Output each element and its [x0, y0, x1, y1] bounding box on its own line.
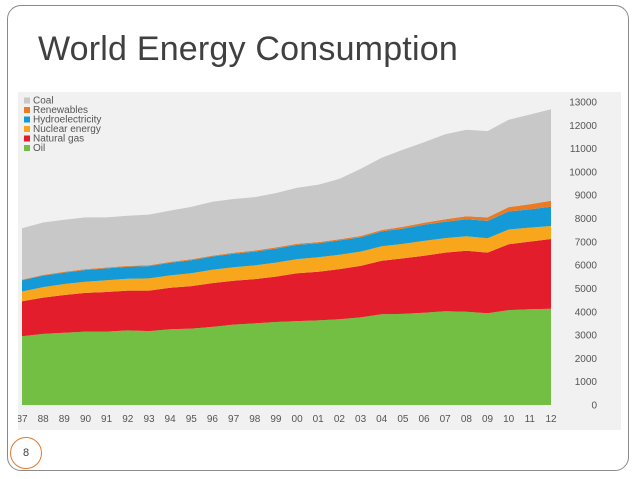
x-tick-label: 07: [440, 414, 452, 425]
x-tick-label: 97: [228, 414, 240, 425]
x-tick-label: 98: [249, 414, 261, 425]
legend-label-oil: Oil: [33, 143, 45, 154]
y-tick-label: 10000: [569, 167, 597, 178]
area-nuclear-energy: [22, 226, 551, 302]
x-tick-label: 00: [292, 414, 304, 425]
chart-panel: 0 1000 2000 3000 4000 5000 6000 7000 8000 9000 100…: [18, 92, 621, 430]
y-tick-label: 5000: [575, 284, 598, 295]
y-tick-label: 13000: [569, 98, 597, 109]
legend-label-coal: Coal: [33, 96, 54, 107]
legend-swatch-oil: [24, 145, 30, 151]
x-tick-label: 89: [59, 414, 71, 425]
y-tick-label: 2000: [575, 354, 598, 365]
area-natural-gas: [22, 239, 551, 337]
area-coal: [22, 109, 551, 280]
x-tick-label: 11: [525, 414, 536, 425]
slide-number: 8: [10, 437, 42, 469]
x-tick-label: 96: [207, 414, 219, 425]
slide-title: World Energy Consumption: [38, 30, 458, 68]
x-tick-label: 12: [545, 414, 557, 425]
x-tick-label: 92: [122, 414, 134, 425]
legend-label-nuclear-energy: Nuclear energy: [33, 124, 101, 135]
x-tick-label: 02: [334, 414, 346, 425]
x-tick-label: 06: [418, 414, 430, 425]
x-tick-label: 87: [18, 414, 28, 425]
y-tick-label: 4000: [575, 307, 598, 318]
x-tick-label: 91: [101, 414, 113, 425]
x-tick-label: 95: [186, 414, 198, 425]
area-oil: [22, 308, 551, 405]
legend-label-renewables: Renewables: [33, 105, 88, 116]
x-tick-label: 99: [270, 414, 282, 425]
y-tick-label: 3000: [575, 331, 598, 342]
legend-swatch-hydroelectricity: [24, 116, 30, 123]
y-tick-label: 7000: [575, 237, 598, 248]
x-tick-label: 03: [355, 414, 367, 425]
x-tick-label: 93: [143, 414, 155, 425]
legend-swatch-renewables: [24, 107, 30, 113]
y-tick-label: 8000: [575, 214, 598, 225]
x-tick-label: 01: [313, 414, 325, 425]
legend-swatch-nuclear-energy: [24, 126, 30, 132]
y-tick-label: 1000: [575, 377, 598, 388]
y-tick-label: 9000: [575, 191, 598, 202]
x-tick-label: 10: [503, 414, 515, 425]
legend-swatch-coal: [24, 97, 30, 104]
y-tick-label: 0: [591, 401, 597, 412]
x-tick-label: 04: [376, 414, 388, 425]
y-tick-label: 11000: [570, 144, 598, 155]
x-tick-label: 09: [482, 414, 494, 425]
x-tick-label: 94: [165, 414, 177, 425]
x-tick-label: 88: [38, 414, 50, 425]
area-hydroelectricity: [22, 206, 551, 292]
y-tick-label: 12000: [569, 121, 597, 132]
x-tick-label: 90: [80, 414, 92, 425]
legend-label-hydroelectricity: Hydroelectricity: [33, 115, 101, 126]
legend-swatch-natural-gas: [24, 135, 30, 142]
x-tick-label: 05: [397, 414, 409, 425]
x-tick-label: 08: [461, 414, 473, 425]
energy-area-chart: 0100020003000400050006000700080009000100…: [18, 96, 598, 426]
legend-label-natural-gas: Natural gas: [33, 134, 84, 145]
y-tick-label: 6000: [575, 261, 598, 272]
